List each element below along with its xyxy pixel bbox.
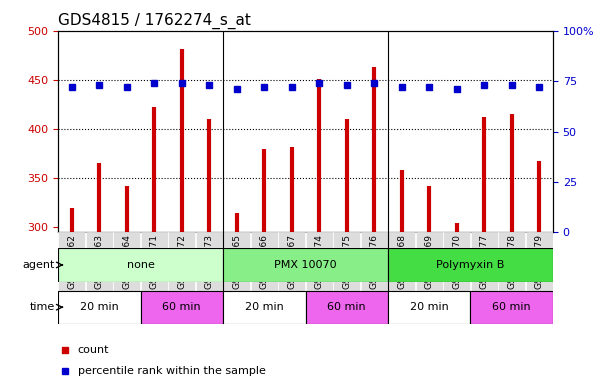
Text: time: time [30, 302, 55, 312]
Bar [525, 232, 553, 292]
Bar [306, 232, 333, 292]
Text: GSM770878: GSM770878 [507, 234, 516, 289]
Text: GDS4815 / 1762274_s_at: GDS4815 / 1762274_s_at [58, 13, 251, 29]
Bar [196, 232, 223, 292]
Bar [58, 248, 223, 281]
Bar [360, 232, 388, 292]
Text: GSM770862: GSM770862 [67, 234, 76, 289]
Bar [141, 291, 223, 324]
Text: GSM770874: GSM770874 [315, 234, 324, 289]
Text: GSM770876: GSM770876 [370, 234, 379, 289]
Bar [333, 232, 360, 292]
Bar [278, 232, 306, 292]
Text: 20 min: 20 min [245, 302, 284, 312]
Text: GSM770877: GSM770877 [480, 234, 489, 289]
Bar [86, 232, 113, 292]
Bar [251, 232, 278, 292]
Bar [415, 232, 443, 292]
Text: 20 min: 20 min [80, 302, 119, 312]
Text: 20 min: 20 min [410, 302, 448, 312]
Text: 60 min: 60 min [492, 302, 531, 312]
Text: GSM770872: GSM770872 [177, 234, 186, 289]
Bar [58, 232, 86, 292]
Bar [498, 232, 525, 292]
Bar [58, 291, 141, 324]
Text: GSM770866: GSM770866 [260, 234, 269, 289]
Bar [223, 248, 388, 281]
Text: 60 min: 60 min [163, 302, 201, 312]
Bar [306, 291, 388, 324]
Text: GSM770871: GSM770871 [150, 234, 159, 289]
Text: GSM770875: GSM770875 [342, 234, 351, 289]
Bar [443, 232, 470, 292]
Text: GSM770863: GSM770863 [95, 234, 104, 289]
Text: agent: agent [23, 260, 55, 270]
Text: Polymyxin B: Polymyxin B [436, 260, 505, 270]
Bar [223, 291, 306, 324]
Text: none: none [126, 260, 155, 270]
Bar [141, 232, 168, 292]
Bar [470, 232, 498, 292]
Bar [168, 232, 196, 292]
Text: GSM770865: GSM770865 [232, 234, 241, 289]
Bar [388, 232, 415, 292]
Text: count: count [78, 345, 109, 355]
Bar [113, 232, 141, 292]
Text: 60 min: 60 min [327, 302, 366, 312]
Bar [388, 291, 470, 324]
Text: GSM770864: GSM770864 [122, 234, 131, 289]
Bar [470, 291, 553, 324]
Text: GSM770868: GSM770868 [397, 234, 406, 289]
Text: GSM770869: GSM770869 [425, 234, 434, 289]
Text: PMX 10070: PMX 10070 [274, 260, 337, 270]
Bar [388, 248, 553, 281]
Text: GSM770879: GSM770879 [535, 234, 544, 289]
Bar [223, 232, 251, 292]
Text: GSM770870: GSM770870 [452, 234, 461, 289]
Text: GSM770873: GSM770873 [205, 234, 214, 289]
Text: percentile rank within the sample: percentile rank within the sample [78, 366, 266, 376]
Text: GSM770867: GSM770867 [287, 234, 296, 289]
